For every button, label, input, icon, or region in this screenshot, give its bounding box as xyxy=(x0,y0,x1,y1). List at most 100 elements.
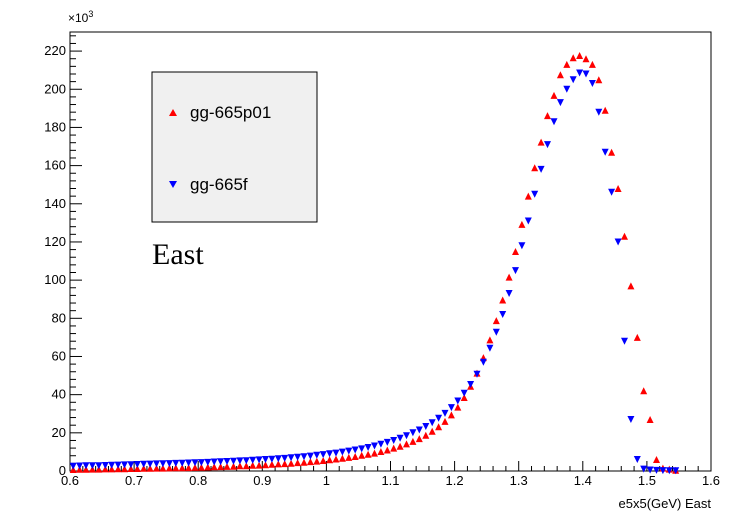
x-tick-label: 0.6 xyxy=(61,473,79,488)
data-point xyxy=(377,440,385,448)
data-point xyxy=(595,108,603,116)
data-point xyxy=(319,451,327,459)
data-point xyxy=(659,467,667,475)
data-point xyxy=(608,188,616,196)
data-point xyxy=(390,444,398,452)
data-point xyxy=(178,459,186,467)
y-tick-label: 120 xyxy=(44,234,66,249)
data-point xyxy=(396,434,404,442)
data-point xyxy=(633,456,641,463)
data-point xyxy=(140,460,148,468)
data-point xyxy=(358,445,366,453)
x-tick-label: 1.6 xyxy=(702,473,720,488)
data-point xyxy=(178,464,186,472)
data-point xyxy=(460,394,468,401)
data-point xyxy=(576,52,584,59)
data-point xyxy=(326,456,334,464)
data-point xyxy=(185,464,193,472)
legend: gg-665p01 gg-665f xyxy=(151,71,318,223)
data-point xyxy=(499,311,507,318)
data-point xyxy=(338,448,346,456)
data-point xyxy=(371,449,378,457)
data-point xyxy=(306,452,314,460)
data-point xyxy=(601,148,609,156)
series-2 xyxy=(69,69,680,475)
data-point xyxy=(550,91,558,99)
data-point xyxy=(569,76,577,84)
series-layer xyxy=(69,52,680,475)
data-point xyxy=(371,442,378,450)
data-point xyxy=(217,458,225,466)
data-point xyxy=(306,458,314,466)
data-point xyxy=(640,387,648,395)
data-point xyxy=(364,450,372,458)
data-point xyxy=(287,459,295,467)
data-point xyxy=(358,451,366,459)
data-point xyxy=(165,460,173,468)
data-point xyxy=(242,462,250,470)
data-point xyxy=(447,411,455,419)
data-point xyxy=(172,464,180,472)
y-tick-label: 0 xyxy=(59,463,66,478)
data-point xyxy=(300,453,308,461)
data-point xyxy=(531,164,539,172)
data-point xyxy=(326,450,334,458)
data-point xyxy=(646,416,654,423)
data-point xyxy=(403,432,410,440)
data-point xyxy=(210,458,218,466)
data-point xyxy=(197,459,205,467)
data-point xyxy=(210,463,218,471)
data-point xyxy=(518,242,526,250)
data-point xyxy=(537,138,545,146)
data-point xyxy=(588,80,596,87)
data-point xyxy=(390,437,398,444)
data-point xyxy=(140,464,148,472)
data-point xyxy=(230,457,237,465)
data-point xyxy=(249,456,257,464)
data-point xyxy=(422,423,430,430)
data-point xyxy=(364,444,372,451)
x-tick-label: 1.2 xyxy=(446,473,464,488)
data-point xyxy=(108,461,116,469)
data-point xyxy=(415,435,423,443)
data-point xyxy=(428,427,436,435)
data-point xyxy=(608,148,616,156)
data-point xyxy=(159,460,167,468)
x-axis-title: e5x5(GeV) East xyxy=(619,496,712,511)
y-tick-label: 220 xyxy=(44,43,66,58)
data-point xyxy=(108,465,116,473)
y-tick-label: 100 xyxy=(44,272,66,287)
data-point xyxy=(191,459,199,467)
data-point xyxy=(377,448,385,455)
data-point xyxy=(486,336,494,344)
data-point xyxy=(332,455,340,463)
data-point xyxy=(467,381,475,388)
data-point xyxy=(185,459,193,467)
x-tick-label: 0.9 xyxy=(253,473,271,488)
data-point xyxy=(550,118,558,126)
data-point xyxy=(563,85,571,93)
data-point xyxy=(614,238,622,246)
x-tick-label: 1 xyxy=(323,473,330,488)
data-point xyxy=(332,449,340,457)
data-point xyxy=(191,463,199,471)
data-point xyxy=(428,419,436,427)
y-tick-label: 60 xyxy=(52,348,66,363)
data-point xyxy=(345,453,353,461)
data-point xyxy=(351,453,359,460)
data-point xyxy=(479,358,487,366)
data-point xyxy=(505,273,513,281)
data-point xyxy=(492,317,500,325)
data-point xyxy=(518,220,526,228)
data-point xyxy=(223,458,231,465)
data-point xyxy=(435,414,443,422)
data-point xyxy=(294,459,302,467)
data-point xyxy=(133,461,141,468)
data-point xyxy=(249,461,257,469)
x-tick-label: 1.1 xyxy=(381,473,399,488)
data-point xyxy=(95,462,103,470)
data-point xyxy=(486,344,494,352)
data-point xyxy=(338,454,346,462)
y-tick-label: 160 xyxy=(44,158,66,173)
data-point xyxy=(447,404,455,412)
